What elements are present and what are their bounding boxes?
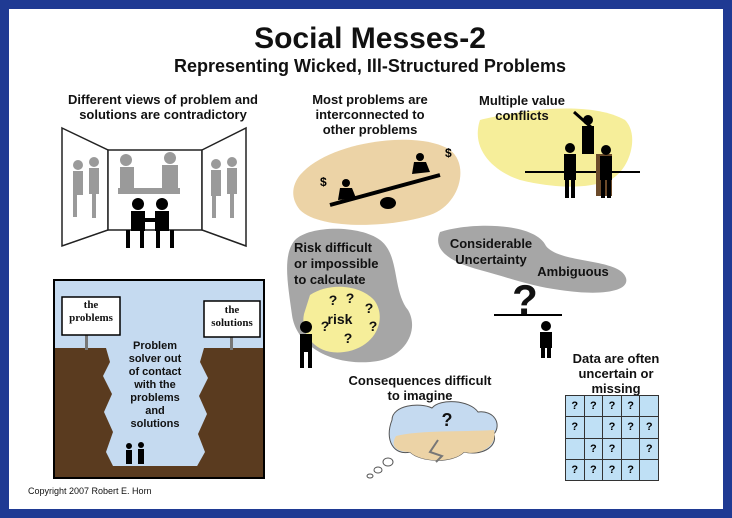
grid-cell: ?	[566, 417, 584, 438]
dollar-sign-icon: $	[445, 146, 452, 160]
copyright: Copyright 2007 Robert E. Horn	[28, 486, 152, 496]
chasm-illustration	[53, 279, 265, 479]
dollar-sign-icon: $	[320, 175, 327, 189]
grid-cell	[640, 459, 658, 480]
question-mark-icon: ?	[343, 330, 353, 346]
contradictory-caption: Different views of problem and solutions…	[68, 92, 258, 122]
page-subtitle: Representing Wicked, Ill-Structured Prob…	[174, 56, 566, 76]
grid-cell	[566, 438, 584, 459]
solutions-sign: the solutions	[211, 304, 253, 329]
risk-word: risk	[327, 311, 353, 327]
uncertainty-illustration	[438, 225, 627, 358]
grid-cell: ?	[640, 417, 658, 438]
grid-cell: ?	[621, 396, 640, 417]
uncertainty-caption: Considerable Uncertainty	[449, 236, 533, 267]
grid-cell: ?	[603, 459, 621, 480]
data-grid: ???????????????	[565, 395, 659, 481]
chasm-caption: Problem solver out of contact with the p…	[128, 340, 182, 430]
risk-illustration	[287, 228, 413, 368]
problems-sign: the problems	[69, 299, 113, 324]
question-mark-icon: ?	[345, 290, 355, 306]
ambiguous-label: Ambiguous	[537, 264, 609, 279]
question-mark-icon: ?	[328, 292, 338, 308]
grid-cell: ?	[566, 459, 584, 480]
grid-cell: ?	[603, 396, 621, 417]
grid-cell: ?	[603, 417, 621, 438]
rooms-illustration	[61, 126, 247, 248]
risk-caption: Risk difficult or impossible to calculat…	[294, 240, 379, 287]
value-conflicts-caption: Multiple value conflicts	[479, 93, 565, 123]
data-missing-caption: Data are often uncertain or missing	[572, 351, 660, 396]
seesaw-illustration: $ $	[293, 139, 461, 225]
grid-cell: ?	[621, 417, 640, 438]
grid-cell: ?	[621, 459, 640, 480]
consequences-caption: Consequences difficult to imagine	[348, 373, 492, 403]
interconnected-caption: Most problems are interconnected to othe…	[312, 92, 428, 137]
grid-cell	[640, 396, 658, 417]
thought-cloud-illustration	[366, 401, 498, 479]
grid-cell: ?	[566, 396, 584, 417]
grid-cell: ?	[584, 396, 603, 417]
grid-cell	[584, 417, 603, 438]
grid-cell: ?	[584, 438, 603, 459]
question-mark-icon: ?	[441, 410, 453, 430]
question-mark-icon: ?	[512, 276, 538, 323]
grid-cell	[621, 438, 640, 459]
question-mark-icon: ?	[368, 318, 378, 334]
value-conflicts-illustration	[477, 108, 640, 198]
grid-cell: ?	[584, 459, 603, 480]
grid-cell: ?	[640, 438, 658, 459]
grid-cell: ?	[603, 438, 621, 459]
page-title: Social Messes-2	[254, 22, 486, 55]
question-mark-icon: ?	[320, 318, 330, 334]
question-mark-icon: ?	[364, 300, 374, 316]
